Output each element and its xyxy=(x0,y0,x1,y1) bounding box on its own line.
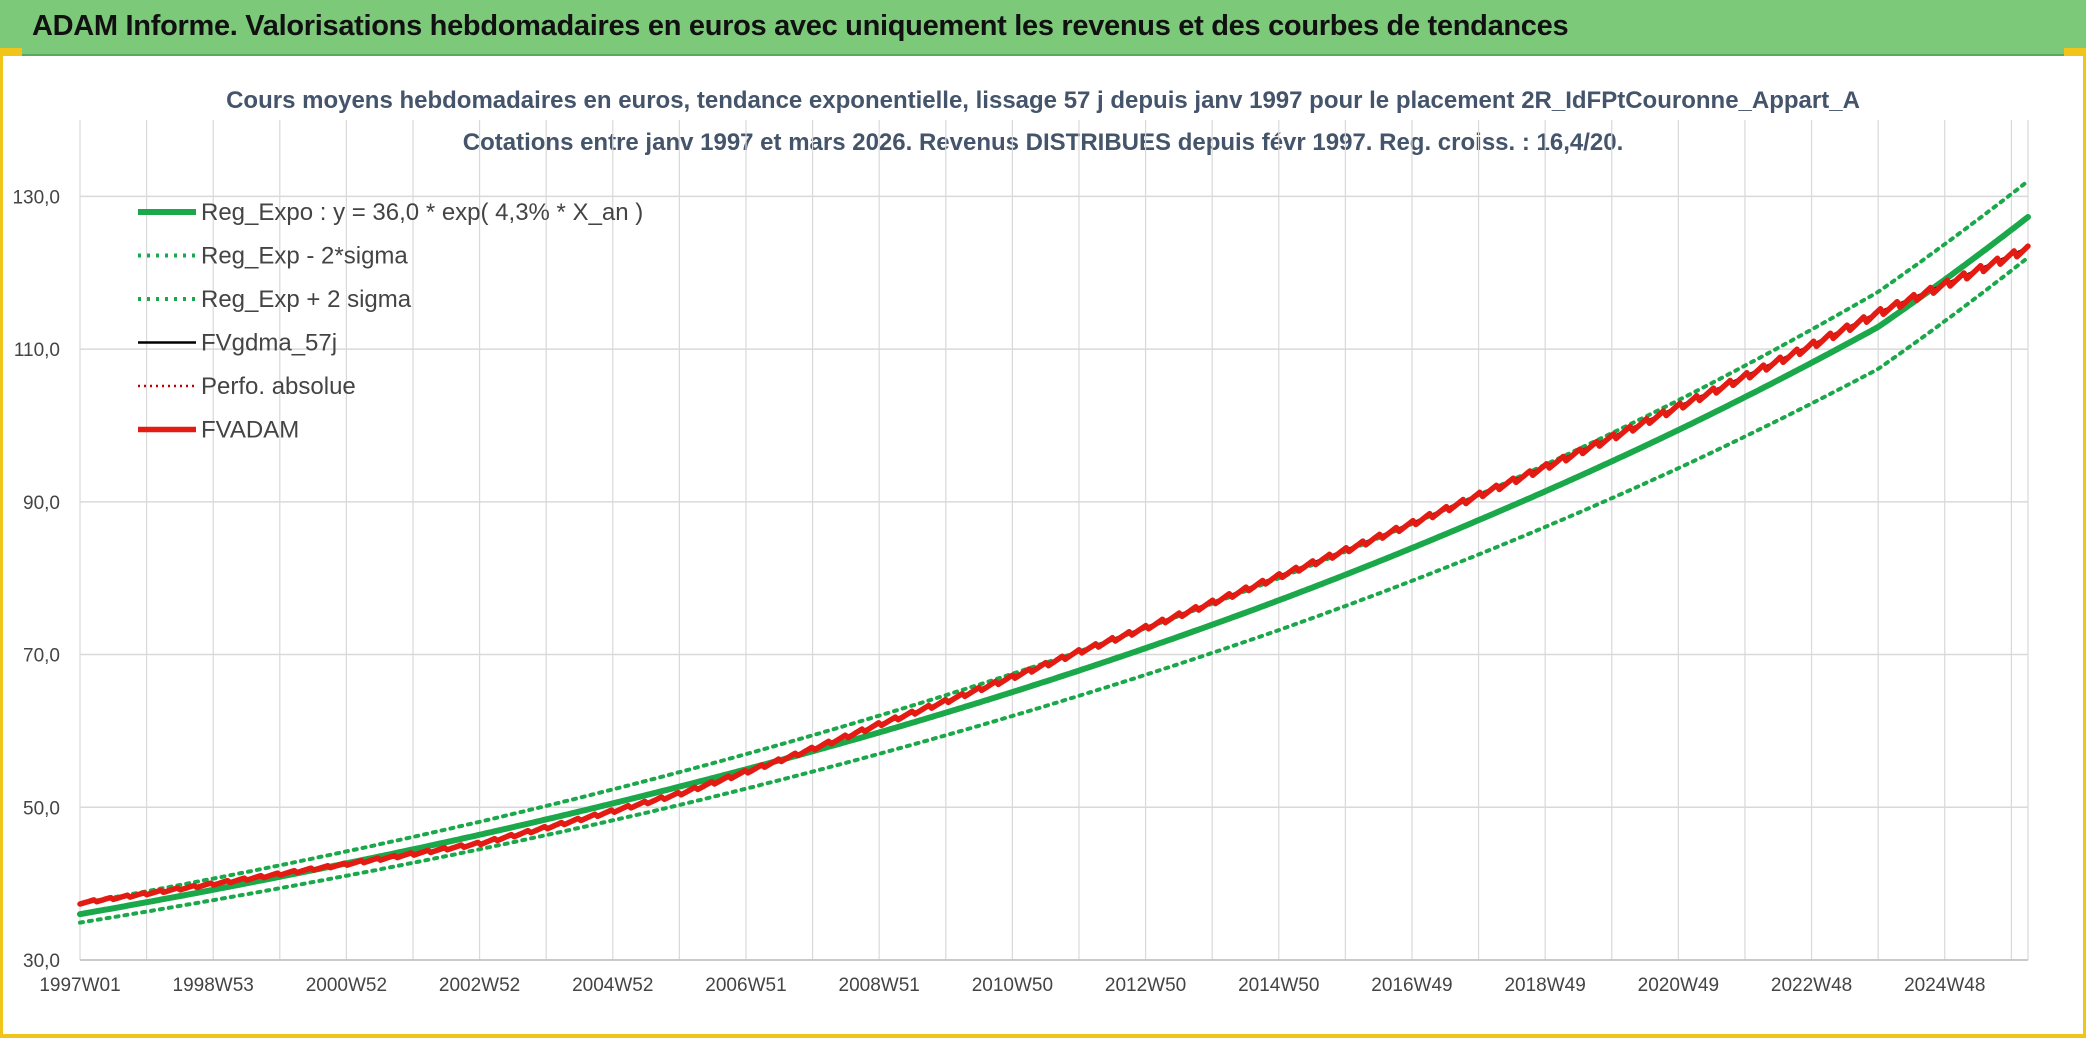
page-title: ADAM Informe. Valorisations hebdomadaire… xyxy=(32,10,1569,42)
x-tick-label: 2020W49 xyxy=(1638,975,1719,996)
x-tick-label: 2010W50 xyxy=(972,975,1053,996)
x-tick-label: 2022W48 xyxy=(1771,975,1852,996)
legend-label-0: Reg_Expo : y = 36,0 * exp( 4,3% * X_an ) xyxy=(201,199,643,226)
x-tick-label: 1997W01 xyxy=(39,975,120,996)
y-tick-label: 130,0 xyxy=(12,187,60,208)
x-tick-label: 2006W51 xyxy=(705,975,786,996)
y-tick-label: 90,0 xyxy=(23,493,60,514)
chart-title-line1: Cours moyens hebdomadaires en euros, ten… xyxy=(226,87,1860,114)
line-chart: Cours moyens hebdomadaires en euros, ten… xyxy=(12,87,2031,996)
series-line-5 xyxy=(77,243,2031,907)
series-line-1 xyxy=(78,255,2030,925)
chart-title-line2: Cotations entre janv 1997 et mars 2026. … xyxy=(463,129,1624,156)
x-tick-label: 2002W52 xyxy=(439,975,520,996)
x-tick-label: 2016W49 xyxy=(1371,975,1452,996)
title-bar: ADAM Informe. Valorisations hebdomadaire… xyxy=(0,0,2086,56)
series-line-4 xyxy=(78,246,2030,904)
x-tick-label: 2014W50 xyxy=(1238,975,1319,996)
axis-ticks: 30,0 50,0 70,0 90,0 110,0 130,0 1997W01 1998W53… xyxy=(12,187,1985,996)
y-tick-label: 70,0 xyxy=(23,646,60,667)
x-tick-label: 2008W51 xyxy=(839,975,920,996)
x-tick-label: 2004W52 xyxy=(572,975,653,996)
series-line-0 xyxy=(77,214,2031,918)
series-line-3 xyxy=(78,246,2030,904)
series-lines xyxy=(77,179,2031,925)
series-line-2 xyxy=(78,179,2030,906)
y-tick-label: 30,0 xyxy=(23,951,60,972)
legend-label-2: Reg_Exp + 2 sigma xyxy=(201,286,412,313)
y-tick-label: 110,0 xyxy=(14,340,60,361)
corner-accent-left xyxy=(0,48,22,56)
chart-area: Cours moyens hebdomadaires en euros, ten… xyxy=(0,60,2086,1034)
x-tick-label: 2018W49 xyxy=(1504,975,1585,996)
legend-label-3: FVgdma_57j xyxy=(201,330,337,357)
legend-label-1: Reg_Exp - 2*sigma xyxy=(201,243,408,270)
legend-label-5: FVADAM xyxy=(201,417,299,444)
legend: Reg_Expo : y = 36,0 * exp( 4,3% * X_an )… xyxy=(138,199,643,444)
corner-accent-right xyxy=(2064,48,2086,56)
legend-label-4: Perfo. absolue xyxy=(201,373,356,400)
y-tick-label: 50,0 xyxy=(23,798,60,819)
x-tick-label: 2012W50 xyxy=(1105,975,1186,996)
x-tick-label: 1998W53 xyxy=(173,975,254,996)
x-tick-label: 2024W48 xyxy=(1904,975,1985,996)
x-tick-label: 2000W52 xyxy=(306,975,387,996)
